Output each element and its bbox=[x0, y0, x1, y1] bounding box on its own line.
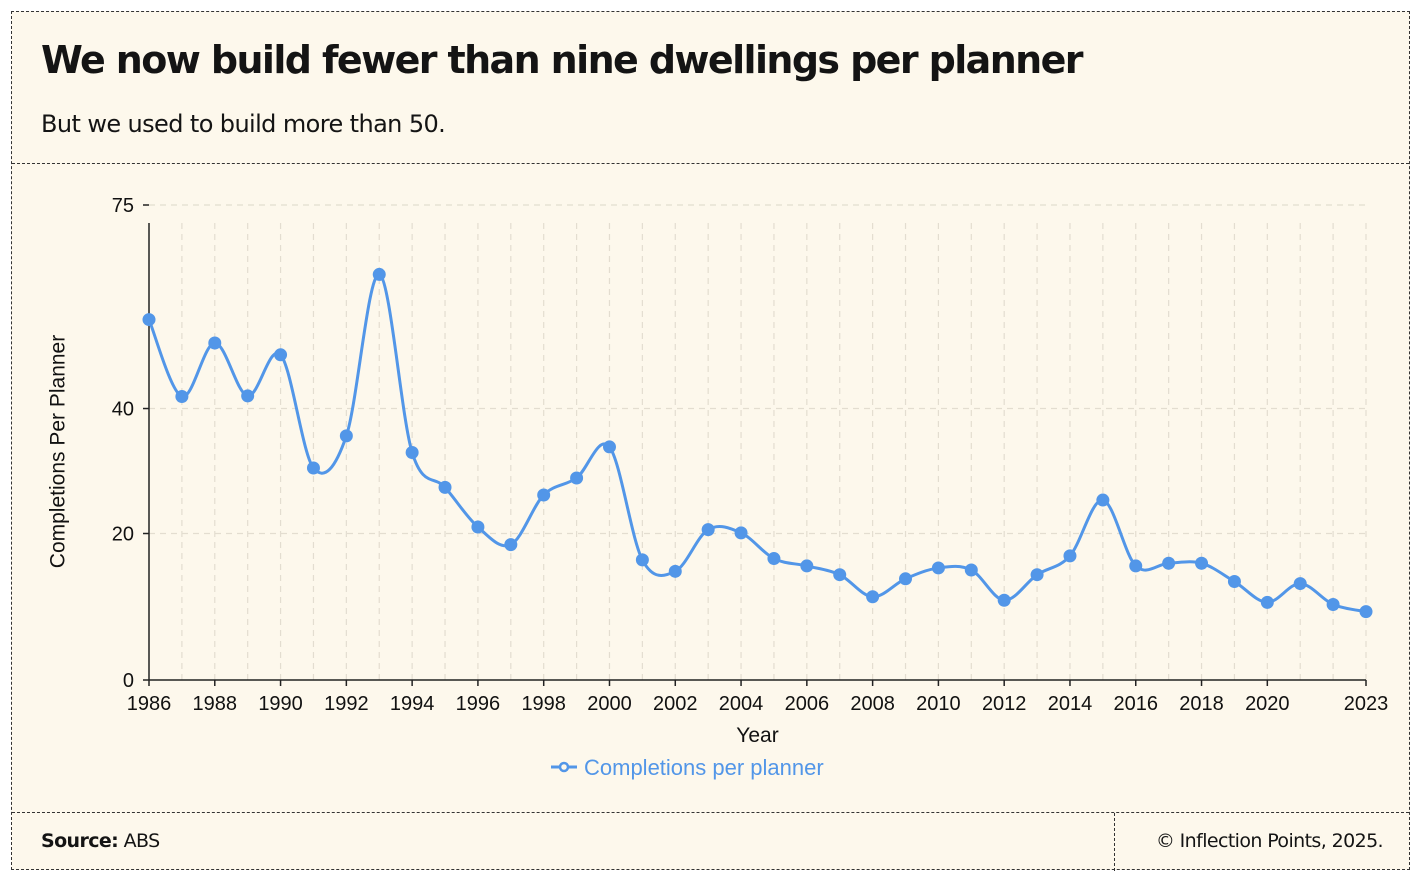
x-tick-label: 1996 bbox=[456, 693, 501, 715]
chart-subtitle: But we used to build more than 50. bbox=[41, 110, 446, 138]
chart-footer: Source: ABS © Inflection Points, 2025. bbox=[12, 812, 1409, 871]
footer-divider bbox=[1114, 813, 1115, 871]
y-axis-label: Completions Per Planner bbox=[47, 335, 70, 568]
data-point[interactable] bbox=[372, 267, 386, 281]
data-point[interactable] bbox=[405, 445, 419, 459]
source-value: ABS bbox=[118, 830, 161, 852]
x-tick-label: 2016 bbox=[1114, 693, 1159, 715]
data-point[interactable] bbox=[1227, 575, 1241, 589]
x-tick-label: 2014 bbox=[1048, 693, 1093, 715]
data-point[interactable] bbox=[602, 440, 616, 454]
legend[interactable]: Completions per planner bbox=[551, 755, 824, 780]
data-point[interactable] bbox=[1326, 597, 1340, 611]
x-tick-label: 2010 bbox=[916, 693, 961, 715]
data-point[interactable] bbox=[175, 389, 189, 403]
chart-card: We now build fewer than nine dwellings p… bbox=[11, 11, 1410, 871]
data-point[interactable] bbox=[997, 593, 1011, 607]
data-point[interactable] bbox=[1096, 493, 1110, 507]
axes bbox=[148, 223, 1366, 681]
data-point[interactable] bbox=[438, 480, 452, 494]
data-point[interactable] bbox=[668, 564, 682, 578]
data-point[interactable] bbox=[701, 523, 715, 537]
data-point[interactable] bbox=[800, 559, 814, 573]
data-point[interactable] bbox=[1129, 559, 1143, 573]
data-point[interactable] bbox=[866, 590, 880, 604]
x-axis-label: Year bbox=[736, 724, 778, 747]
legend-marker-icon bbox=[558, 761, 570, 773]
data-point[interactable] bbox=[142, 313, 156, 327]
x-tick-label: 2002 bbox=[653, 693, 698, 715]
x-tick-label: 1990 bbox=[258, 693, 303, 715]
x-tick-label: 2008 bbox=[850, 693, 895, 715]
x-tick-label: 2012 bbox=[982, 693, 1027, 715]
data-point[interactable] bbox=[471, 520, 485, 534]
data-point[interactable] bbox=[964, 563, 978, 577]
x-tick-label: 2020 bbox=[1245, 693, 1290, 715]
data-point[interactable] bbox=[537, 488, 551, 502]
data-point[interactable] bbox=[1063, 549, 1077, 563]
y-tick-label: 40 bbox=[112, 399, 134, 421]
y-tick-label: 0 bbox=[123, 670, 134, 692]
data-point[interactable] bbox=[899, 572, 913, 586]
data-point[interactable] bbox=[1359, 605, 1373, 619]
y-tick-label: 75 bbox=[112, 195, 134, 217]
data-point[interactable] bbox=[1195, 556, 1209, 570]
data-point[interactable] bbox=[833, 568, 847, 582]
x-tick-label: 2006 bbox=[785, 693, 830, 715]
data-point[interactable] bbox=[635, 553, 649, 567]
x-tick-label: 2004 bbox=[719, 693, 764, 715]
x-tick-label: 1988 bbox=[193, 693, 238, 715]
x-tick-label: 2023 bbox=[1344, 693, 1389, 715]
data-points bbox=[142, 267, 1373, 619]
data-point[interactable] bbox=[504, 538, 518, 552]
data-point[interactable] bbox=[306, 461, 320, 475]
x-tick-label: 2018 bbox=[1179, 693, 1224, 715]
x-tick-label: 1998 bbox=[521, 693, 566, 715]
y-tick-label: 20 bbox=[112, 524, 134, 546]
data-point[interactable] bbox=[339, 429, 353, 443]
tick-labels: 0 20 40 75 1986 1988 1990 1992 1994 1996 1998 2000 2… bbox=[112, 195, 1389, 715]
data-point[interactable] bbox=[767, 552, 781, 566]
x-tick-label: 1992 bbox=[324, 693, 369, 715]
source-note: Source: ABS bbox=[41, 830, 160, 852]
data-point[interactable] bbox=[1293, 577, 1307, 591]
data-point[interactable] bbox=[931, 561, 945, 575]
x-tick-label: 2000 bbox=[587, 693, 632, 715]
copyright-note: © Inflection Points, 2025. bbox=[1155, 830, 1384, 852]
data-point[interactable] bbox=[1260, 595, 1274, 609]
data-point[interactable] bbox=[570, 471, 584, 485]
source-label: Source: bbox=[41, 830, 119, 852]
chart-header: We now build fewer than nine dwellings p… bbox=[12, 12, 1409, 164]
data-point[interactable] bbox=[208, 336, 222, 350]
chart-title: We now build fewer than nine dwellings p… bbox=[41, 38, 1084, 82]
data-point[interactable] bbox=[274, 348, 288, 362]
data-point[interactable] bbox=[734, 526, 748, 540]
data-point[interactable] bbox=[1030, 568, 1044, 582]
data-point[interactable] bbox=[241, 389, 255, 403]
series-line-completions bbox=[147, 272, 1368, 614]
grid-lines bbox=[149, 204, 1367, 680]
x-tick-label: 1994 bbox=[390, 693, 435, 715]
data-point[interactable] bbox=[1162, 556, 1176, 570]
x-tick-label: 1986 bbox=[127, 693, 172, 715]
legend-label: Completions per planner bbox=[584, 755, 824, 780]
